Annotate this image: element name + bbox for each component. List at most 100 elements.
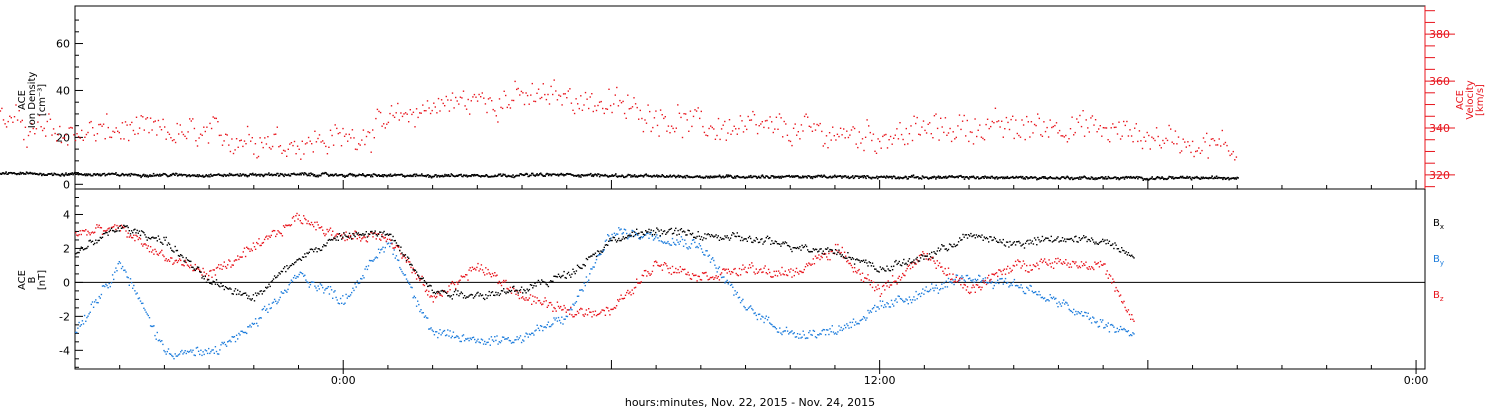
bz-point xyxy=(291,217,294,219)
density-point xyxy=(1172,176,1174,178)
velocity-point xyxy=(919,134,921,136)
velocity-point xyxy=(932,137,934,139)
by-point xyxy=(941,283,943,285)
by-point xyxy=(206,352,209,355)
velocity-point xyxy=(921,126,923,128)
by-point xyxy=(919,295,922,298)
density-point xyxy=(1209,177,1212,179)
velocity-point xyxy=(999,126,1001,128)
velocity-point xyxy=(1071,116,1073,118)
velocity-point xyxy=(262,146,264,149)
bx-point xyxy=(145,236,147,238)
velocity-point xyxy=(265,143,268,145)
density-point xyxy=(724,176,726,178)
density-point xyxy=(210,173,212,176)
velocity-point xyxy=(680,116,682,119)
density-point xyxy=(976,176,978,178)
density-point xyxy=(276,172,278,175)
density-point xyxy=(1014,176,1017,179)
by-point xyxy=(562,323,564,325)
density-point xyxy=(26,172,29,174)
density-point xyxy=(278,174,281,177)
bz-point xyxy=(225,267,228,269)
bx-point xyxy=(261,293,263,295)
velocity-point xyxy=(1098,128,1100,130)
density-point xyxy=(474,174,477,177)
bx-point xyxy=(105,231,107,234)
density-point xyxy=(606,174,608,177)
by-point xyxy=(545,326,547,329)
density-point xyxy=(756,177,758,179)
by-point xyxy=(490,336,493,338)
velocity-point xyxy=(225,133,227,135)
bz-point xyxy=(918,254,921,257)
velocity-point xyxy=(359,144,361,146)
by-point xyxy=(668,243,670,245)
velocity-point xyxy=(763,126,765,129)
by-point xyxy=(682,245,685,247)
by-point xyxy=(284,289,286,291)
density-point xyxy=(555,174,557,176)
bz-point xyxy=(405,261,408,263)
by-point xyxy=(1116,327,1118,330)
bz-point xyxy=(870,280,873,282)
by-point xyxy=(165,353,167,355)
bz-point xyxy=(536,297,538,299)
bz-point xyxy=(219,267,221,270)
velocity-point xyxy=(700,110,702,113)
density-point xyxy=(867,175,869,177)
velocity-point xyxy=(961,120,964,122)
bz-point xyxy=(500,284,503,287)
velocity-point xyxy=(800,124,803,126)
bz-point xyxy=(547,304,550,307)
density-point xyxy=(716,175,718,178)
density-point xyxy=(429,174,431,177)
velocity-point xyxy=(229,150,232,153)
density-point xyxy=(326,173,328,175)
bz-point xyxy=(125,230,127,232)
bz-point xyxy=(304,217,306,220)
bz-point xyxy=(428,290,430,293)
density-point xyxy=(311,173,313,176)
velocity-point xyxy=(314,130,316,132)
bz-point xyxy=(643,270,646,272)
bz-point xyxy=(441,295,443,297)
bx-point xyxy=(182,256,184,259)
by-point xyxy=(932,287,934,289)
by-point xyxy=(723,276,725,278)
by-point xyxy=(699,245,702,247)
bx-point xyxy=(83,248,86,250)
density-point xyxy=(1074,177,1077,180)
by-point xyxy=(951,282,953,284)
density-point xyxy=(1218,176,1221,179)
density-point xyxy=(616,176,619,178)
density-point xyxy=(594,173,596,175)
density-point xyxy=(425,175,428,178)
density-point xyxy=(1212,177,1214,180)
by-point xyxy=(703,253,705,256)
density-point xyxy=(53,172,56,175)
velocity-point xyxy=(184,135,186,137)
velocity-point xyxy=(82,139,84,141)
velocity-point xyxy=(638,118,640,120)
by-point xyxy=(250,326,252,328)
density-point xyxy=(773,177,775,179)
bz-point xyxy=(937,264,940,267)
velocity-point xyxy=(583,104,585,106)
density-point xyxy=(842,175,844,178)
velocity-point xyxy=(24,126,27,128)
by-point xyxy=(760,318,762,320)
density-point xyxy=(691,176,694,179)
density-point xyxy=(1154,178,1156,181)
by-point xyxy=(202,351,204,353)
velocity-point xyxy=(1168,124,1170,127)
by-point xyxy=(695,246,697,249)
bz-point xyxy=(394,246,396,249)
bz-point xyxy=(489,273,491,275)
density-point xyxy=(890,175,892,178)
velocity-point xyxy=(204,130,206,133)
bz-point xyxy=(161,249,163,252)
velocity-point xyxy=(372,129,374,131)
velocity-point xyxy=(705,134,707,136)
by-point xyxy=(1084,311,1086,314)
